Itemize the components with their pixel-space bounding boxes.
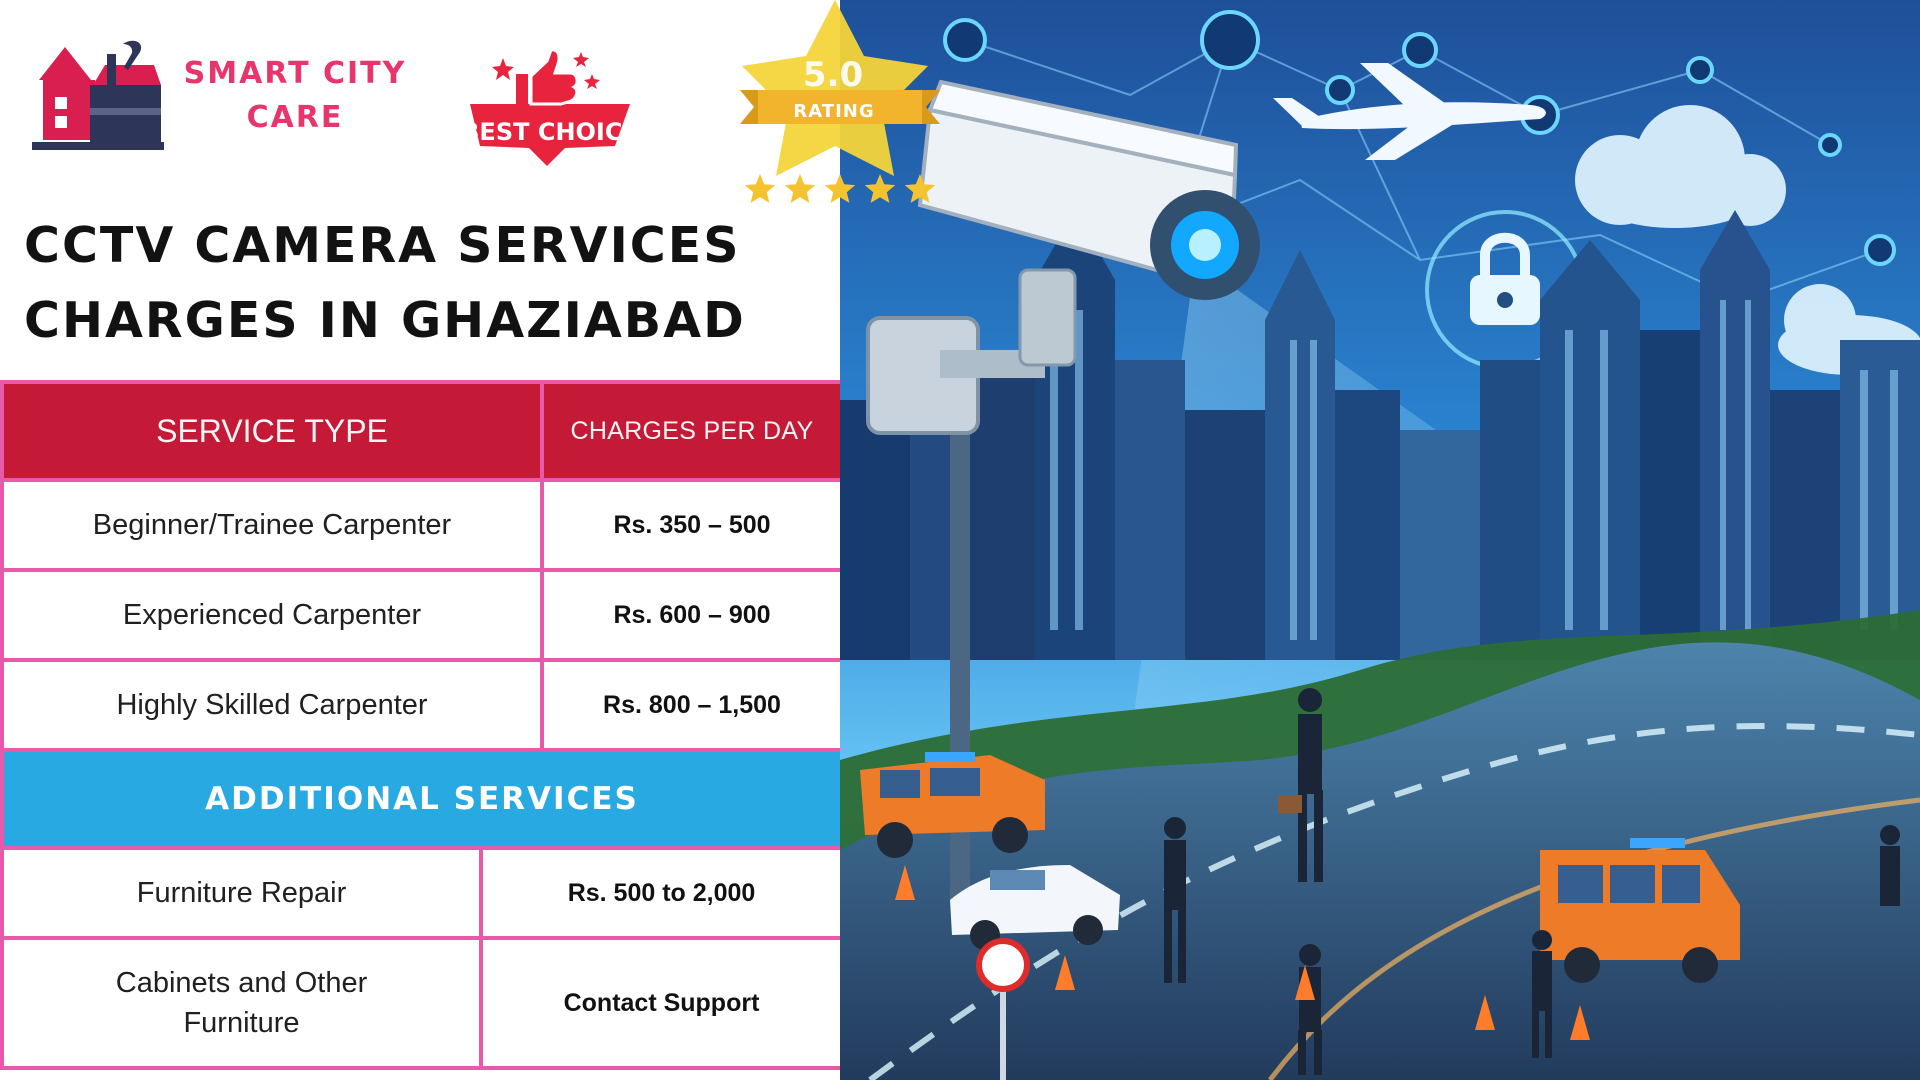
charge-cell: Rs. 350 – 500 [540,478,845,573]
network-node-icon [943,10,1896,320]
charge-cell: Rs. 600 – 900 [540,568,845,663]
rating-badge: 5.0 RATING [740,0,940,215]
table-row: Experienced Carpenter Rs. 600 – 900 [0,568,845,663]
service-name-cell: Beginner/Trainee Carpenter [0,478,545,573]
page-title-line2: CHARGES IN GHAZIABAD [24,292,746,349]
table-row: Highly Skilled Carpenter Rs. 800 – 1,500 [0,658,845,753]
table-row: Furniture Repair Rs. 500 to 2,000 [0,846,845,941]
price-table: SERVICE TYPE CHARGES PER DAY Beginner/Tr… [0,379,845,1070]
traffic-sign-icon [976,938,1030,1080]
pricing-panel: SMART CITY CARE BEST CHOICE CCTV CAMERA … [0,0,845,1080]
table-row: Beginner/Trainee Carpenter Rs. 350 – 500 [0,478,845,573]
rating-star-icon [784,174,816,203]
charges-per-day-header: CHARGES PER DAY [540,379,845,483]
rating-star-icon [864,174,896,203]
charge-cell: Rs. 500 to 2,000 [478,846,845,941]
rating-label: RATING [793,101,875,122]
thumbs-up-icon [516,48,579,106]
rating-star-icon [744,174,776,203]
vehicle-icon [860,752,1740,983]
service-name-cell: Furniture Repair [0,846,483,941]
service-name-cell: Highly Skilled Carpenter [0,658,545,753]
charge-cell: Contact Support [478,936,845,1070]
service-name-line2: Furniture [183,1007,300,1040]
table-header-row: SERVICE TYPE CHARGES PER DAY [0,379,845,483]
rating-star-icon [904,174,936,203]
airplane-icon [1273,63,1546,160]
rating-value: 5.0 [802,55,864,95]
best-choice-label: BEST CHOICE [461,118,639,146]
city-skyline [840,210,1920,660]
road [840,642,1920,1080]
best-choice-badge: BEST CHOICE [461,48,639,166]
charge-cell: Rs. 800 – 1,500 [540,658,845,753]
security-camera-icon [866,79,1260,900]
page-title-line1: CCTV CAMERA SERVICES [24,217,741,274]
service-name-cell: Experienced Carpenter [0,568,545,663]
brand-logo: SMART CITY CARE [30,34,410,154]
house-toolbox-wrench-icon [32,40,164,150]
brand-name-line1: SMART CITY [183,56,407,91]
page-title: CCTV CAMERA SERVICES CHARGES IN GHAZIABA… [24,208,834,358]
cityscape-scene [840,0,1920,1080]
rating-star-icon [740,0,940,203]
additional-services-row: ADDITIONAL SERVICES [0,748,845,851]
service-type-header: SERVICE TYPE [0,379,545,483]
rating-star-icon [824,174,856,203]
table-row: Cabinets and Other Furniture Contact Sup… [0,936,845,1070]
traffic-cone-icon [895,865,1590,1040]
service-name-cell: Cabinets and Other Furniture [0,936,483,1070]
security-city-illustration [840,0,1920,1080]
service-name-line1: Cabinets and Other [115,967,368,1000]
brand-name-line2: CARE [246,100,344,135]
additional-services-heading: ADDITIONAL SERVICES [0,748,845,851]
rating-stars [744,174,936,203]
sparkle-icon [492,52,600,89]
brand-name: SMART CITY CARE [170,52,420,140]
